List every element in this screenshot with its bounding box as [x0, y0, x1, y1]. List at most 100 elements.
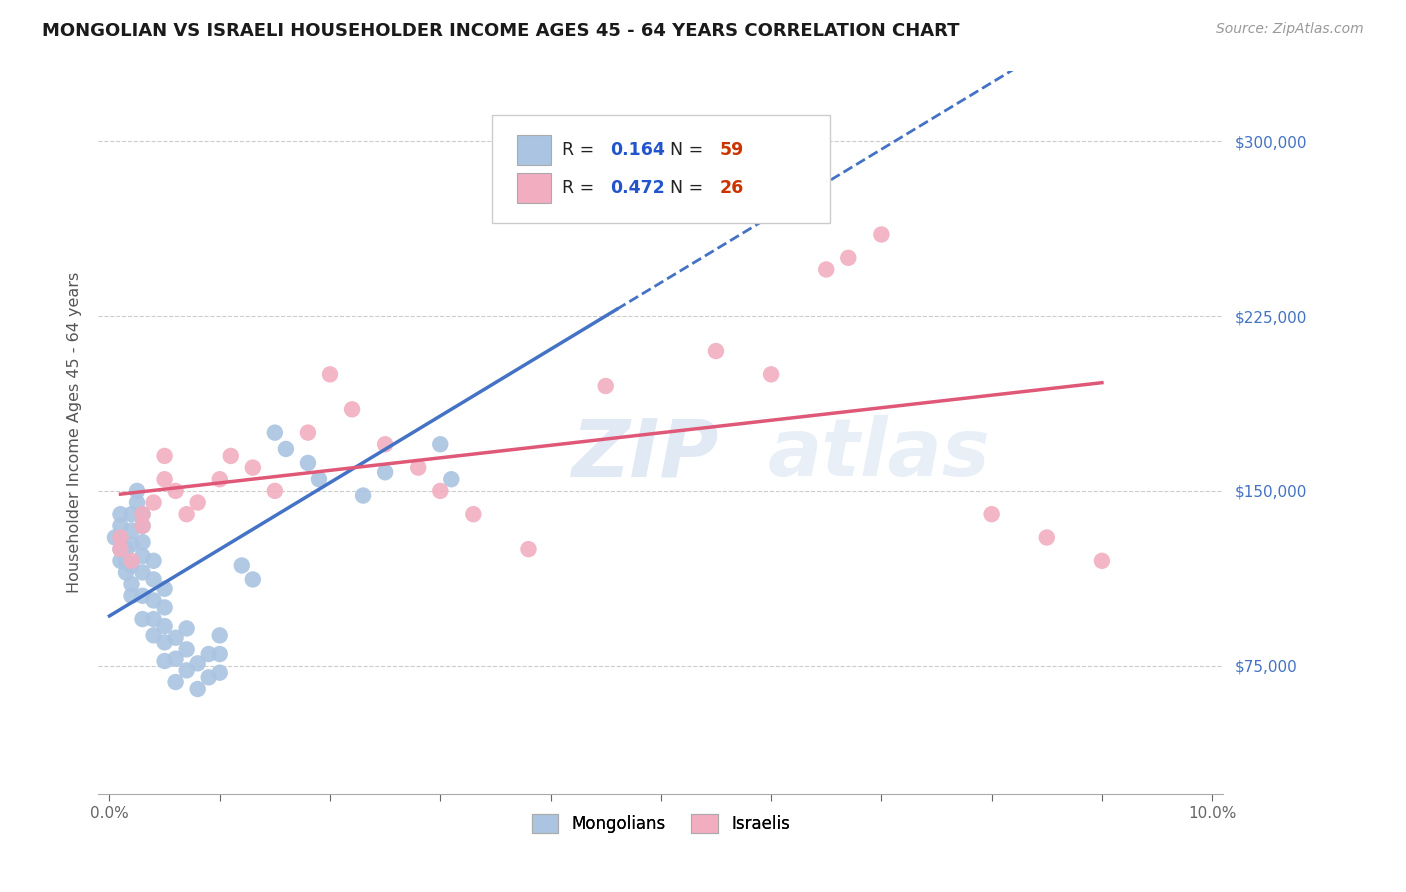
Point — [263, 425, 285, 440]
FancyBboxPatch shape — [492, 115, 830, 223]
Point — [759, 368, 782, 382]
Point — [980, 507, 1002, 521]
Point — [125, 483, 148, 498]
Point — [153, 449, 176, 463]
Point — [165, 483, 187, 498]
Point — [308, 472, 330, 486]
Text: 26: 26 — [720, 178, 744, 196]
Text: R =: R = — [562, 141, 599, 159]
Point — [142, 593, 165, 607]
Point — [176, 642, 198, 657]
Text: 0.164: 0.164 — [610, 141, 665, 159]
Point — [115, 566, 138, 580]
Point — [131, 549, 153, 563]
Point — [176, 621, 198, 635]
Point — [352, 489, 374, 503]
Point — [110, 531, 132, 545]
Point — [1036, 531, 1059, 545]
Point — [242, 573, 264, 587]
Point — [208, 472, 231, 486]
Point — [153, 472, 176, 486]
Point — [1091, 554, 1114, 568]
Point — [208, 647, 231, 661]
Point — [197, 647, 219, 661]
Point — [104, 531, 127, 545]
Point — [121, 537, 143, 551]
Point — [121, 524, 143, 538]
Point — [606, 181, 628, 195]
Point — [517, 542, 540, 557]
Point — [110, 531, 132, 545]
Point — [131, 612, 153, 626]
Point — [142, 573, 165, 587]
Point — [110, 542, 132, 557]
Point — [142, 628, 165, 642]
Point — [110, 554, 132, 568]
Text: N =: N = — [669, 178, 709, 196]
Point — [815, 262, 838, 277]
Point — [110, 542, 132, 557]
Point — [153, 600, 176, 615]
Point — [153, 619, 176, 633]
Y-axis label: Householder Income Ages 45 - 64 years: Householder Income Ages 45 - 64 years — [66, 272, 82, 593]
Point — [153, 635, 176, 649]
Point — [131, 566, 153, 580]
Point — [231, 558, 253, 573]
Point — [131, 507, 153, 521]
Point — [125, 495, 148, 509]
Point — [165, 675, 187, 690]
Legend: Mongolians, Israelis: Mongolians, Israelis — [524, 807, 797, 839]
Point — [176, 507, 198, 521]
Point — [142, 495, 165, 509]
Point — [374, 465, 396, 479]
Text: MONGOLIAN VS ISRAELI HOUSEHOLDER INCOME AGES 45 - 64 YEARS CORRELATION CHART: MONGOLIAN VS ISRAELI HOUSEHOLDER INCOME … — [42, 22, 960, 40]
Text: 59: 59 — [720, 141, 744, 159]
Point — [187, 495, 209, 509]
Point — [110, 507, 132, 521]
Point — [110, 519, 132, 533]
Point — [131, 589, 153, 603]
Point — [142, 554, 165, 568]
Point — [242, 460, 264, 475]
Point — [121, 589, 143, 603]
Point — [165, 631, 187, 645]
Point — [187, 657, 209, 671]
Point — [340, 402, 363, 417]
Text: N =: N = — [669, 141, 709, 159]
Text: Source: ZipAtlas.com: Source: ZipAtlas.com — [1216, 22, 1364, 37]
Point — [131, 519, 153, 533]
Point — [165, 651, 187, 665]
Point — [115, 554, 138, 568]
Point — [406, 460, 429, 475]
Point — [440, 472, 463, 486]
Point — [319, 368, 342, 382]
Text: atlas: atlas — [768, 416, 990, 493]
Point — [208, 665, 231, 680]
Point — [561, 193, 583, 207]
Point — [374, 437, 396, 451]
Text: R =: R = — [562, 178, 599, 196]
Point — [142, 612, 165, 626]
Point — [263, 483, 285, 498]
Point — [121, 554, 143, 568]
Point — [704, 344, 727, 359]
Point — [121, 558, 143, 573]
Point — [274, 442, 297, 456]
FancyBboxPatch shape — [517, 172, 551, 202]
Point — [153, 582, 176, 596]
Point — [595, 379, 617, 393]
Point — [429, 437, 451, 451]
Point — [176, 664, 198, 678]
Point — [121, 577, 143, 591]
Point — [870, 227, 893, 242]
Text: 0.472: 0.472 — [610, 178, 665, 196]
Point — [837, 251, 859, 265]
Point — [131, 519, 153, 533]
FancyBboxPatch shape — [517, 135, 551, 165]
Point — [219, 449, 242, 463]
Point — [115, 542, 138, 557]
Point — [131, 507, 153, 521]
Point — [197, 670, 219, 684]
Point — [297, 425, 319, 440]
Point — [297, 456, 319, 470]
